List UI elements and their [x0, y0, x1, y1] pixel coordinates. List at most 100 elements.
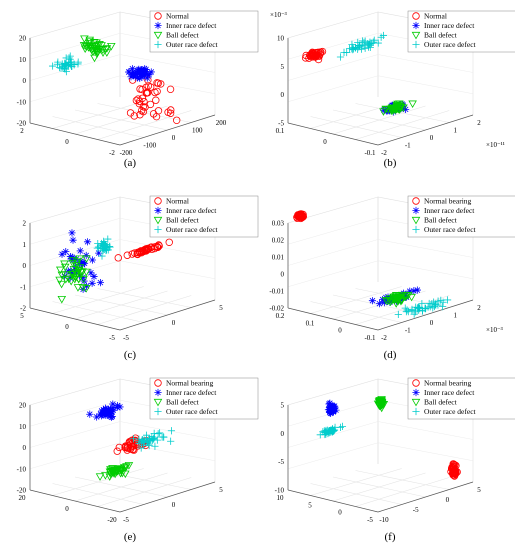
data-point	[167, 437, 175, 445]
z-tick-label: -10	[275, 487, 285, 495]
legend-label: Outer race defect	[166, 225, 219, 234]
data-points	[49, 35, 181, 124]
data-point	[93, 413, 101, 421]
data-point	[82, 255, 91, 264]
data-point	[74, 58, 82, 66]
y-tick-label: 2	[20, 127, 24, 135]
panel-caption: (d)	[384, 349, 397, 361]
x-axis-line	[377, 114, 474, 146]
x-tick-label: 0	[430, 134, 434, 142]
data-point	[143, 89, 151, 97]
data-point	[88, 279, 96, 287]
data-point	[412, 12, 420, 20]
data-point	[381, 297, 391, 305]
grid-line	[332, 476, 426, 498]
z-exponent-label: ×10⁻³	[270, 11, 287, 19]
z-tick-label: 0.03	[272, 220, 285, 228]
data-point	[94, 240, 102, 248]
data-point	[67, 255, 75, 263]
data-point	[392, 104, 402, 112]
data-point	[325, 427, 334, 435]
data-point	[167, 427, 176, 435]
z-tick-label: 0	[23, 77, 27, 85]
x-axis-line	[119, 114, 216, 146]
data-point	[81, 285, 91, 293]
data-point	[67, 271, 77, 279]
data-point	[384, 106, 392, 115]
y-axis-line	[287, 489, 379, 513]
data-point	[425, 299, 433, 308]
data-point	[411, 31, 421, 40]
data-point	[68, 257, 78, 265]
data-point	[82, 282, 91, 290]
y-axis-line	[29, 307, 121, 331]
data-point	[134, 95, 142, 103]
data-point	[89, 39, 99, 47]
legend-label: Normal	[166, 197, 189, 206]
data-point	[407, 293, 416, 302]
data-point	[361, 44, 369, 52]
data-point	[143, 74, 151, 82]
z-tick-label: -5	[278, 458, 284, 466]
data-point	[71, 273, 80, 282]
grid-line	[119, 260, 216, 279]
legend-label: Outer race defect	[166, 407, 219, 416]
data-point	[129, 68, 137, 76]
data-point	[78, 283, 88, 292]
z-tick-label: 0	[281, 271, 285, 279]
x-tick-label: 200	[216, 119, 227, 127]
x-tick-label: -2	[381, 334, 387, 342]
grid-line	[355, 110, 450, 140]
data-point	[338, 422, 347, 430]
z-tick-label: -5	[278, 120, 284, 128]
z-tick-label: 0	[281, 91, 285, 99]
legend-box	[149, 377, 259, 420]
data-point	[96, 410, 105, 418]
data-point	[105, 242, 114, 251]
grid-line	[287, 75, 379, 102]
data-point	[58, 250, 66, 258]
z-tick-label: 20	[19, 402, 27, 410]
data-point	[123, 251, 132, 259]
data-point	[418, 299, 426, 308]
data-point	[72, 258, 82, 266]
data-point	[375, 300, 383, 308]
data-point	[412, 206, 420, 215]
data-point	[49, 62, 57, 70]
x-tick-label: 100	[192, 127, 203, 135]
x-tick-label: 0	[172, 134, 176, 142]
data-point	[107, 42, 116, 51]
data-point	[107, 468, 117, 476]
data-point	[390, 293, 400, 301]
y-tick-label: 0	[338, 327, 342, 335]
grid-line	[97, 288, 192, 308]
data-points	[86, 400, 176, 481]
z-tick-label: 0.02	[272, 237, 285, 245]
data-point	[64, 267, 72, 275]
legend-label: Normal	[166, 12, 189, 21]
data-point	[152, 96, 160, 104]
z-tick-label: 10	[19, 56, 27, 64]
data-point	[85, 36, 95, 45]
data-point	[96, 278, 105, 287]
data-point	[328, 407, 336, 415]
panel-caption: (c)	[124, 349, 137, 361]
series-normal	[301, 47, 327, 64]
legend-label: Inner race defect	[424, 21, 475, 30]
series-outer-race-defect	[49, 52, 82, 76]
data-point	[150, 433, 159, 441]
legend-label: Ball defect	[166, 216, 200, 225]
data-point	[105, 468, 115, 476]
data-point	[154, 379, 162, 387]
y-tick-label: 5	[20, 312, 24, 320]
data-point	[336, 53, 345, 61]
tick-labels: 210-1-250-5 -505	[20, 220, 223, 343]
data-point	[326, 399, 334, 407]
data-point	[104, 405, 112, 413]
data-point	[79, 258, 87, 267]
chart-panel-d: 0.03 0.02 0.01 0 -0.01 -0.020.2 0.1 0 -0.1 -2 -1 0 1…	[269, 195, 515, 361]
